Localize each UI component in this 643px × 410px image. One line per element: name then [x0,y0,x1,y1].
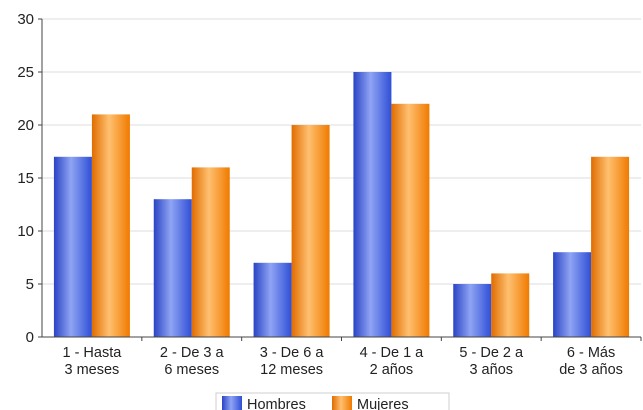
x-tick-label-line: 3 - De 6 a [260,345,325,361]
legend: Hombres Mujeres [215,392,450,410]
x-tick-label-line: 4 - De 1 a [360,345,425,361]
x-tick-label: 3 - De 6 a 12 meses [260,345,325,378]
x-tick-label-line: 1 - Hasta [62,345,122,361]
y-tick-label: 15 [17,170,34,187]
x-tick-label: 6 - Más de 3 años [559,345,623,378]
bar-mujeres-5 [491,273,530,337]
x-tick-label-line: 6 - Más [567,345,615,361]
legend-swatch-hombres [222,396,242,410]
bar-hombres-3 [253,262,292,337]
x-tick-label-line: 6 meses [164,362,219,378]
x-tick-label-line: 2 años [370,362,414,378]
x-tick-label-line: 3 meses [65,362,120,378]
bar-mujeres-6 [591,156,630,337]
bar-mujeres-1 [91,114,130,338]
legend-label-mujeres: Mujeres [357,397,409,410]
x-tick-label: 1 - Hasta 3 meses [62,345,122,378]
x-tick-label-line: 5 - De 2 a [459,345,524,361]
y-tick-label: 5 [26,276,34,293]
y-tick-label: 25 [17,64,34,81]
x-tick-label-line: 3 años [469,362,513,378]
y-tick-label: 10 [17,223,34,240]
legend-label-hombres: Hombres [247,397,306,410]
bar-hombres-4 [353,72,392,337]
y-tick-label: 0 [26,329,34,346]
bar-mujeres-4 [391,103,430,337]
y-tick-label: 30 [17,11,34,28]
x-tick-label-line: 12 meses [260,362,323,378]
x-tick-label-line: de 3 años [559,362,623,378]
bars [53,72,630,338]
bar-hombres-6 [553,252,592,337]
bar-hombres-1 [53,156,92,337]
gridlines [42,18,641,285]
bar-mujeres-2 [191,167,230,337]
bar-hombres-5 [453,284,492,337]
bar-hombres-2 [153,199,192,337]
x-tick-label-line: 2 - De 3 a [160,345,225,361]
legend-swatch-mujeres [332,396,352,410]
y-tick-label: 20 [17,117,34,134]
bar-mujeres-3 [291,125,330,337]
